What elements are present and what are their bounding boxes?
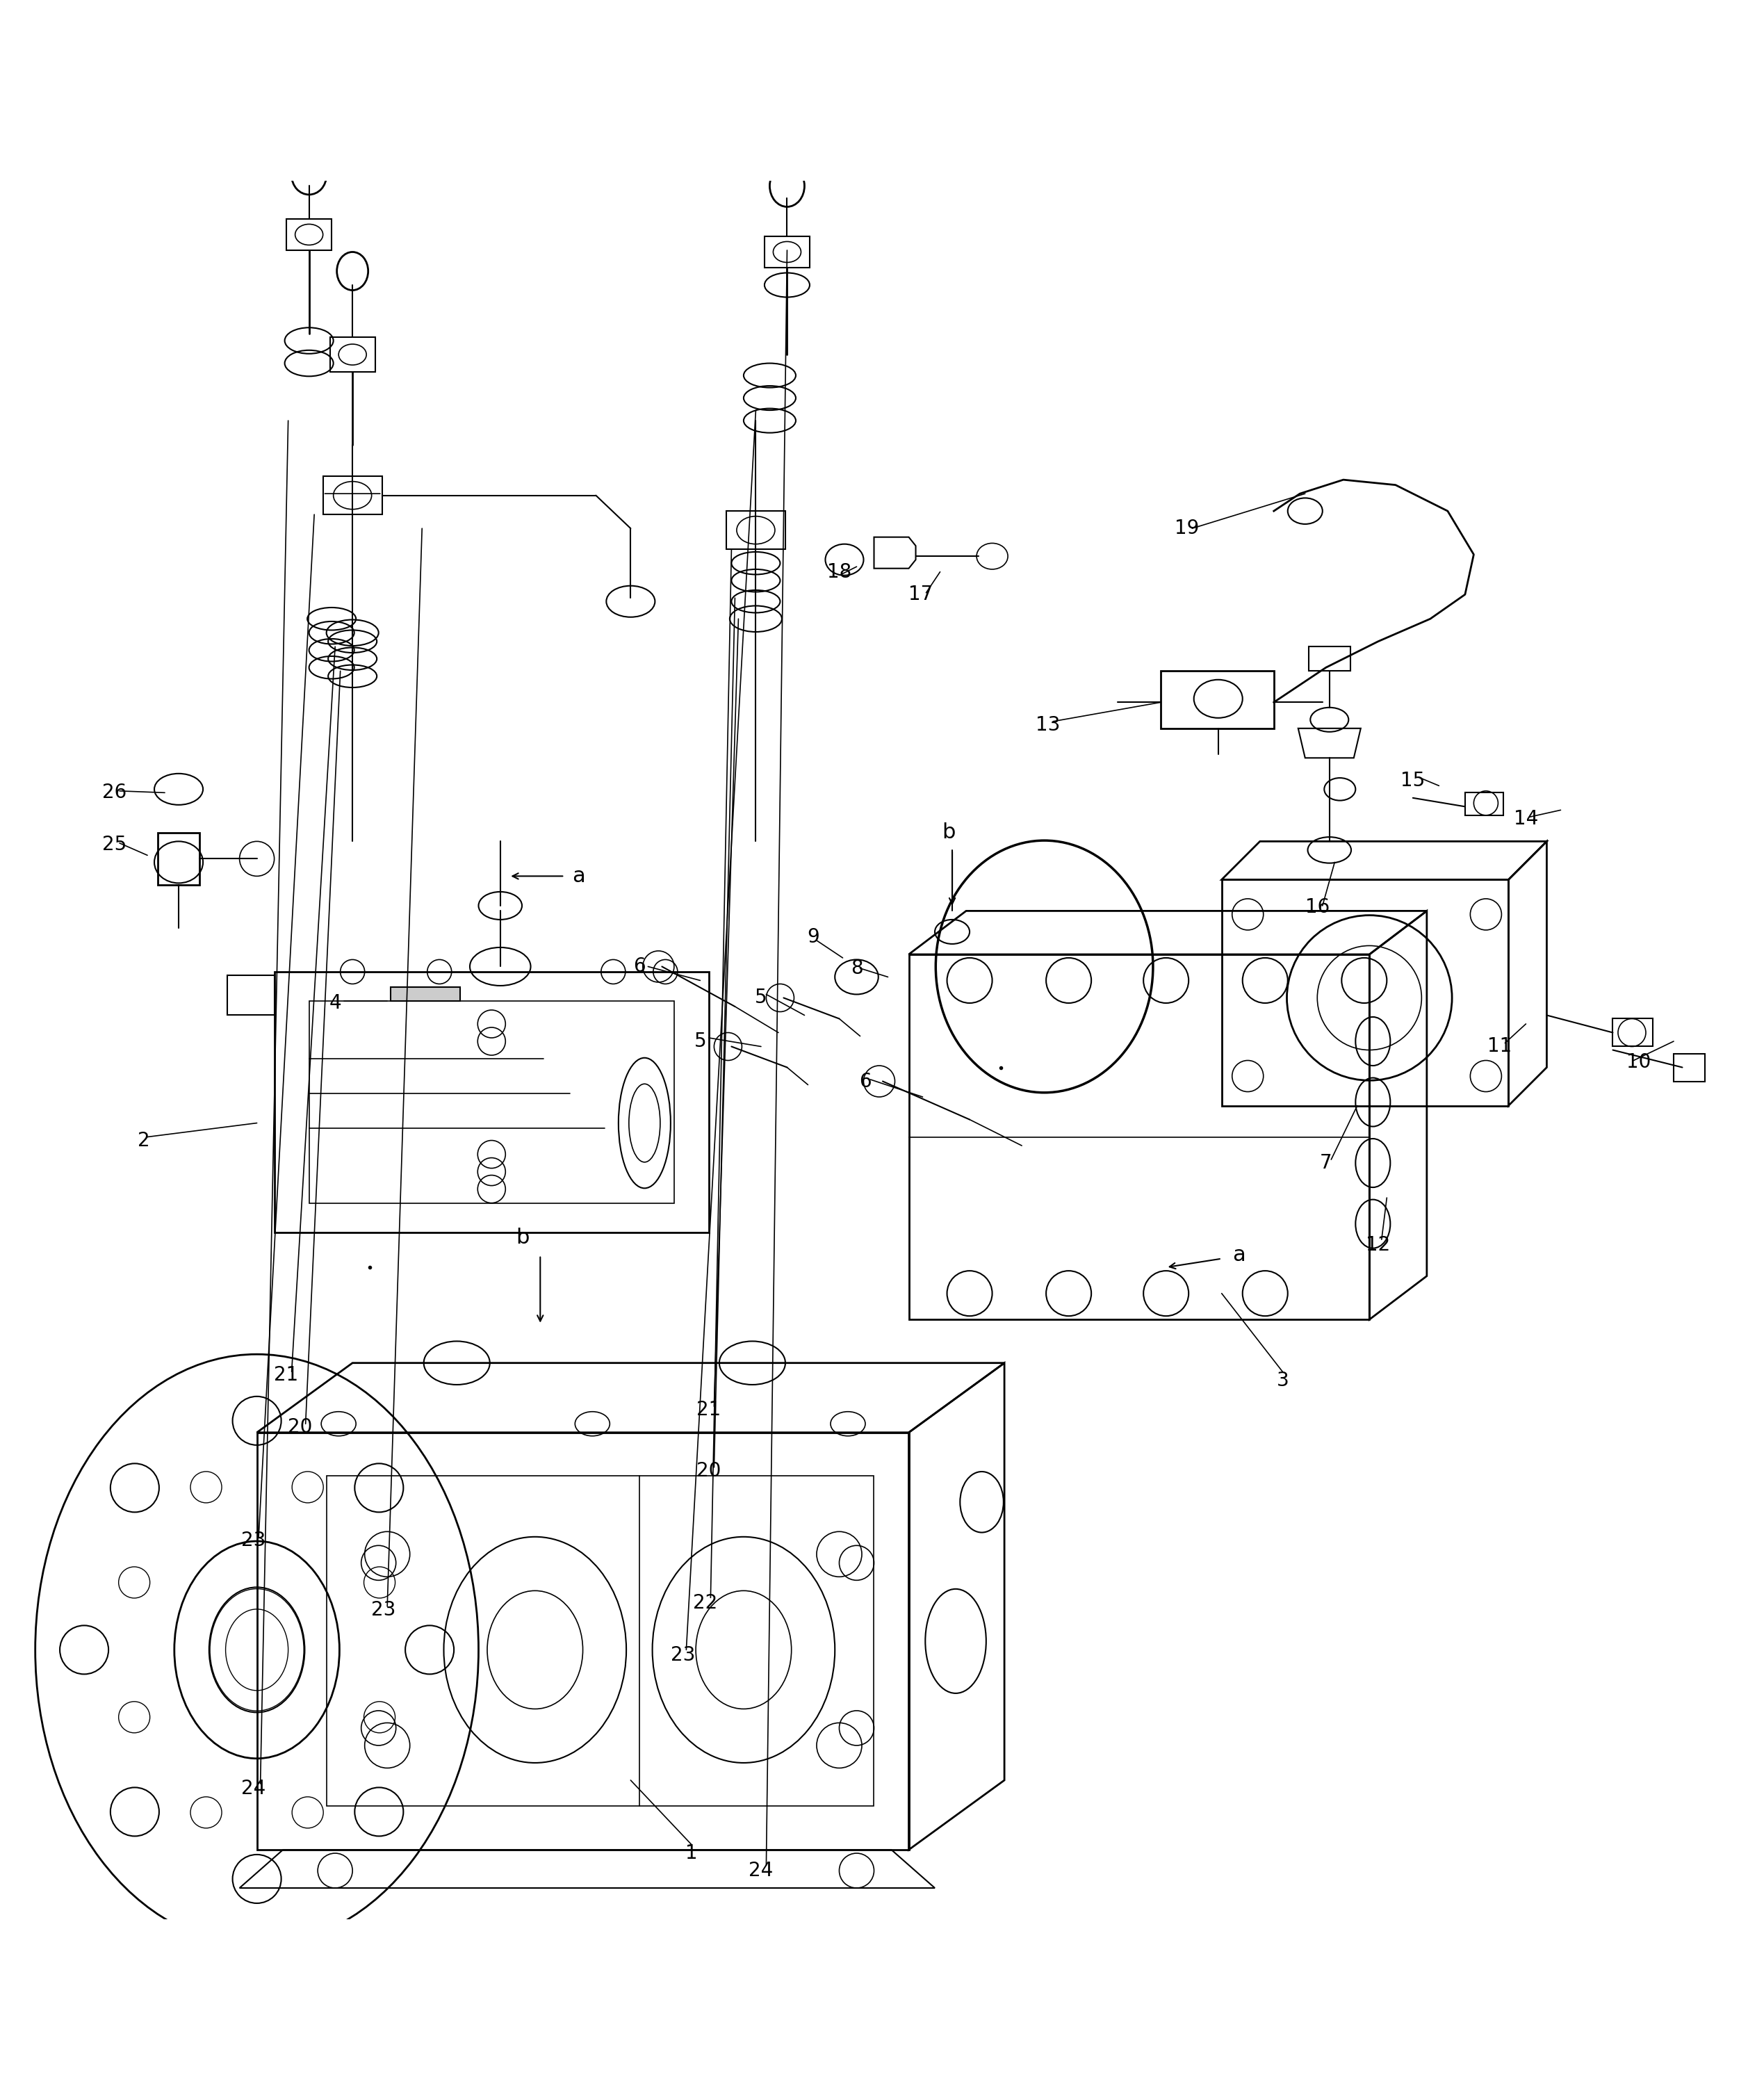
Text: b: b [516, 1228, 530, 1247]
Text: 12: 12 [1365, 1235, 1390, 1254]
Text: a: a [1232, 1245, 1246, 1264]
Text: 1: 1 [685, 1844, 697, 1863]
Text: 23: 23 [241, 1531, 266, 1550]
Text: a: a [572, 865, 586, 886]
Text: 24: 24 [748, 1861, 773, 1880]
Text: 26: 26 [101, 783, 126, 802]
Text: 2: 2 [138, 1130, 150, 1151]
Polygon shape [392, 987, 460, 1002]
Text: 21: 21 [697, 1401, 722, 1420]
Text: 21: 21 [274, 1365, 299, 1384]
Text: 8: 8 [851, 958, 864, 979]
Text: 19: 19 [1175, 519, 1199, 538]
Text: 10: 10 [1627, 1052, 1652, 1071]
Text: 23: 23 [671, 1644, 696, 1665]
Text: 5: 5 [694, 1031, 706, 1050]
Text: 22: 22 [694, 1594, 718, 1613]
Text: 14: 14 [1514, 809, 1538, 830]
Text: 20: 20 [288, 1418, 313, 1436]
Text: 3: 3 [1276, 1371, 1288, 1390]
Text: 18: 18 [827, 563, 851, 582]
Text: 20: 20 [696, 1462, 722, 1480]
Text: 9: 9 [808, 928, 820, 947]
Text: 15: 15 [1400, 771, 1425, 790]
Text: b: b [942, 823, 956, 842]
Text: 24: 24 [241, 1779, 266, 1798]
Text: 13: 13 [1035, 716, 1059, 735]
Text: 11: 11 [1488, 1037, 1512, 1056]
Text: 25: 25 [101, 836, 126, 855]
Text: 16: 16 [1306, 897, 1330, 918]
Text: 5: 5 [755, 989, 767, 1008]
Text: 6: 6 [860, 1071, 872, 1092]
Text: 23: 23 [372, 1600, 397, 1619]
Text: 17: 17 [909, 584, 933, 605]
Text: 4: 4 [329, 993, 341, 1012]
Text: 7: 7 [1320, 1153, 1332, 1172]
Text: 6: 6 [633, 958, 645, 977]
